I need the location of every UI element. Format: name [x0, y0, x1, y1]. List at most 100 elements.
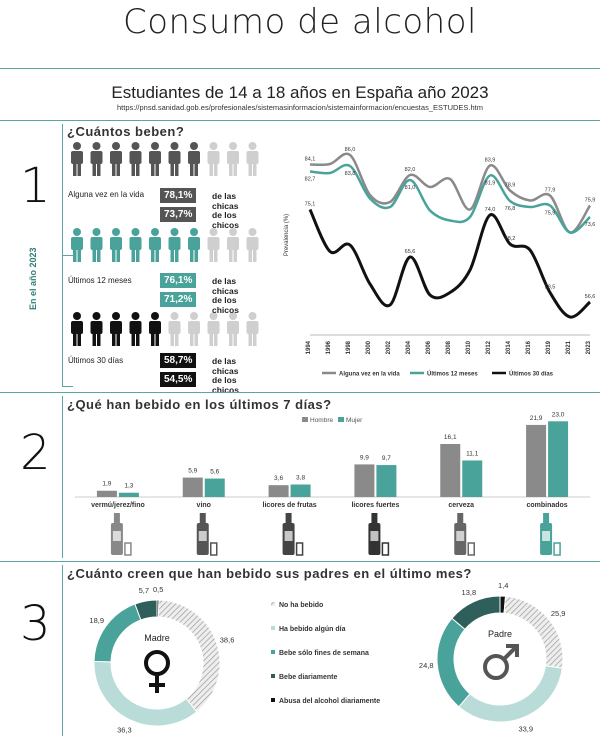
- person-icon: [227, 312, 239, 346]
- category-label: licores de frutas: [263, 502, 317, 509]
- group-label: Alguna vez en la vida: [68, 190, 145, 199]
- chicas-text: de las chicas: [212, 191, 239, 211]
- person-icon: [110, 228, 122, 262]
- person-icon: [207, 142, 220, 176]
- donut-slice: [93, 603, 142, 663]
- source-url[interactable]: https://pnsd.sanidad.gob.es/profesionale…: [116, 103, 483, 112]
- person-icon: [129, 142, 142, 176]
- bar-label: 1,3: [124, 483, 133, 490]
- bar: [526, 424, 547, 497]
- male-icon: [483, 644, 519, 680]
- group-label: Últimos 12 meses: [68, 276, 132, 285]
- legend-label: Mujer: [346, 417, 363, 424]
- bar-label: 5,6: [210, 469, 219, 476]
- data-label: 77,9: [545, 188, 556, 194]
- slice-label: 36,3: [117, 725, 132, 734]
- legend-label: Bebe sólo fines de semana: [279, 650, 369, 657]
- donut-slice: [458, 665, 563, 723]
- chicos-percent: 71,2%: [160, 292, 197, 307]
- people-svg: [71, 142, 259, 346]
- bar-label: 3,8: [296, 474, 305, 481]
- person-icon: [90, 142, 103, 176]
- chicos-text: de los chicos: [212, 210, 239, 230]
- bar-label: 9,7: [382, 455, 391, 462]
- bar-label: 5,9: [188, 468, 197, 475]
- bar-label: 21,9: [530, 415, 543, 422]
- slice-label: 0,5: [153, 585, 163, 594]
- data-label: 83,8: [345, 171, 356, 177]
- x-tick-label: 1996: [326, 340, 332, 354]
- slice-label: 5,7: [139, 586, 149, 595]
- slice-label: 18,9: [89, 616, 104, 625]
- bar-chart: Hombre Mujer 1,9 1,3 vermú/jerez/fino 5,9 5,6 v…: [75, 411, 590, 556]
- slice-label: 1,4: [498, 583, 508, 590]
- person-icon: [129, 312, 142, 346]
- data-label: 83,9: [485, 158, 496, 164]
- bar: [462, 460, 483, 497]
- x-tick-label: 2016: [526, 340, 532, 354]
- bar: [182, 477, 203, 497]
- x-tick-label: 2006: [426, 340, 432, 354]
- data-label: 82,7: [305, 177, 316, 183]
- legend-swatch: [271, 698, 275, 702]
- person-icon: [129, 228, 142, 262]
- data-label: 81,0: [405, 185, 416, 191]
- data-label: 84,1: [305, 157, 316, 163]
- person-icon: [188, 228, 200, 262]
- person-icon: [246, 228, 259, 262]
- legend-label: Alguna vez en la vida: [339, 372, 400, 378]
- data-label: 75,9: [545, 211, 556, 217]
- slice-label: 33,9: [518, 724, 533, 733]
- x-tick-label: 2023: [586, 340, 592, 354]
- x-tick-label: 2014: [506, 340, 512, 354]
- x-tick-label: 2021: [566, 340, 572, 354]
- bar-label: 23,0: [552, 411, 565, 418]
- group-label: Últimos 30 días: [68, 356, 124, 365]
- subtitle: Estudiantes de 14 a 18 años en España añ…: [111, 83, 489, 102]
- data-label: 76,8: [505, 206, 516, 212]
- data-label: 81,9: [485, 181, 496, 187]
- person-icon: [246, 142, 259, 176]
- section-number: 1: [20, 158, 51, 214]
- bar: [204, 478, 225, 497]
- person-icon: [71, 312, 83, 346]
- bar: [96, 490, 117, 497]
- section-question: ¿Cuántos beben?: [67, 124, 185, 139]
- category-label: cerveza: [448, 502, 474, 509]
- person-icon: [71, 228, 83, 262]
- bar: [290, 484, 311, 497]
- legend-swatch: [271, 602, 275, 606]
- data-label: 82,0: [405, 167, 416, 173]
- y-axis-label: Prevalencia (%): [284, 214, 290, 256]
- x-tick-label: 2019: [546, 340, 552, 354]
- chicas-percent: 58,7%: [160, 353, 197, 368]
- section-question: ¿Cuánto creen que han bebido sus padres …: [67, 566, 472, 581]
- drink-icon: [196, 513, 218, 556]
- donut-title: Madre: [144, 633, 170, 643]
- person-icon: [168, 142, 181, 176]
- line-chart: Prevalencia (%) 1994 1996 1998 2000 2002 2004 2…: [284, 147, 596, 378]
- chicas-text: de las chicas: [212, 276, 239, 296]
- category-label: combinados: [526, 502, 567, 509]
- female-icon: [144, 650, 170, 693]
- person-icon: [227, 228, 239, 262]
- page-title: Consumo de alcohol: [123, 2, 477, 42]
- legend-label: Bebe diariamente: [279, 674, 337, 681]
- legend-swatch: [338, 417, 344, 422]
- data-label: 73,6: [585, 222, 596, 228]
- donut-slice: [503, 595, 564, 669]
- data-label: 56,6: [585, 294, 596, 300]
- section-divider: [62, 396, 63, 558]
- drink-icon: [454, 513, 475, 556]
- donut-slice: [134, 599, 158, 621]
- section-number: 3: [20, 596, 51, 652]
- slice-label: 25,9: [551, 609, 566, 618]
- bar-label: 11,1: [466, 450, 479, 457]
- slice-label: 13,8: [462, 588, 477, 597]
- chicas-percent: 76,1%: [160, 273, 197, 288]
- people-infographic: [68, 142, 268, 392]
- person-icon: [207, 228, 220, 262]
- legend-label: Abusa del alcohol diariamente: [279, 698, 380, 705]
- bar-label: 1,9: [102, 481, 111, 488]
- legend-swatch: [271, 650, 275, 654]
